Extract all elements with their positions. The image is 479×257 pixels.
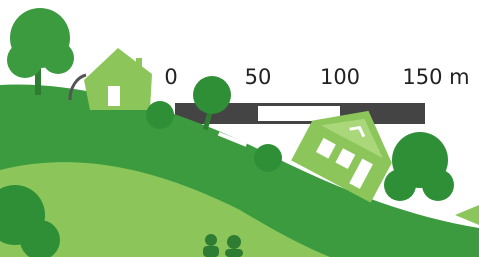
landscape-scale: 0 50 100 150 m [0, 0, 479, 257]
scale-label: 100 [320, 65, 360, 89]
shrub [254, 144, 282, 172]
scale-label: 150 m [402, 65, 469, 89]
shrub [146, 101, 174, 129]
scale-label: 0 [164, 65, 177, 89]
scale-label: 50 [245, 65, 272, 89]
